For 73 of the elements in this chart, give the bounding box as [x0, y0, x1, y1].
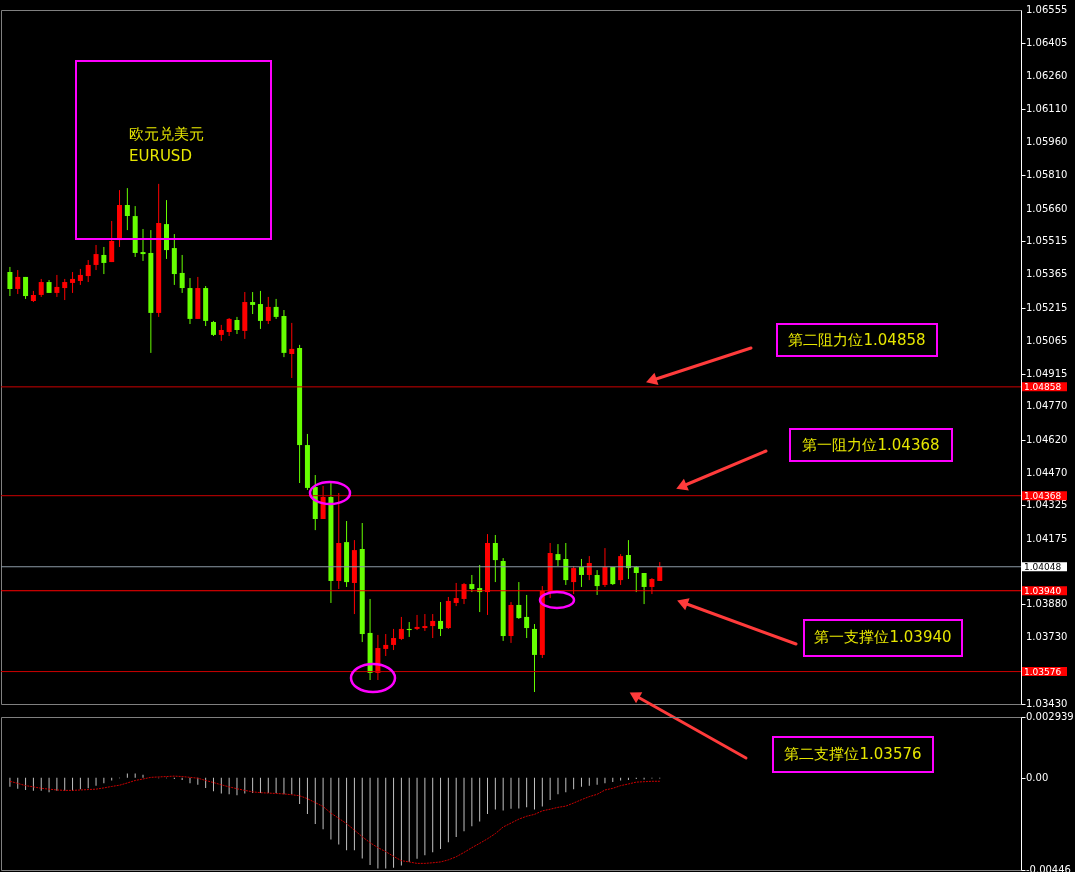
candlestick	[555, 543, 561, 567]
candlestick	[586, 555, 592, 581]
candlestick	[109, 220, 115, 263]
y-tick-label: 1.06555	[1026, 4, 1068, 15]
line-series	[9, 775, 661, 864]
candlestick	[383, 633, 389, 657]
y-tick-label: 1.03880	[1026, 598, 1068, 610]
candlestick	[85, 259, 91, 283]
y-tick-label: 1.06405	[1026, 37, 1068, 49]
ref-line-label: 1.04368	[1024, 490, 1062, 501]
y-tick-label: 1.05365	[1026, 268, 1068, 280]
candlestick	[438, 601, 444, 637]
candlestick	[273, 298, 279, 320]
candlestick	[594, 569, 600, 596]
y-tick-label: 1.05065	[1026, 334, 1068, 346]
candlestick	[524, 594, 530, 639]
candlestick	[101, 246, 107, 275]
candlestick	[618, 553, 624, 586]
candlestick	[578, 558, 584, 588]
y-tick-label: 1.06260	[1026, 69, 1068, 81]
candlestick	[563, 542, 569, 586]
y-tick-label: 1.05515	[1026, 234, 1068, 246]
candlestick	[641, 572, 647, 605]
y-tick-label: 1.04175	[1026, 532, 1068, 544]
ref-line-label: 1.04048	[1024, 561, 1062, 572]
candlestick	[124, 187, 130, 231]
y-tick-label: 1.04915	[1026, 368, 1068, 380]
y-tick-label: 1.04770	[1026, 400, 1068, 412]
candlestick	[70, 271, 76, 294]
candlestick	[179, 254, 185, 294]
annotation: EURUSD	[129, 147, 192, 165]
candlestick	[54, 274, 60, 298]
y-tick-label: 1.04470	[1026, 467, 1068, 479]
annotation: 第二支撑位1.03576	[784, 745, 922, 763]
candlestick	[265, 296, 271, 325]
candlestick	[289, 322, 295, 379]
candlestick	[625, 539, 631, 580]
y-tick-label: 1.06110	[1026, 102, 1068, 114]
candlestick	[602, 547, 608, 588]
y-tick-label: 1.04620	[1026, 433, 1068, 445]
y-tick-label: 1.05215	[1026, 301, 1068, 313]
candlestick	[657, 561, 663, 582]
annotation: 第一支撑位1.03940	[814, 628, 952, 646]
y-tick-label: 1.05960	[1026, 136, 1068, 148]
candlestick	[15, 269, 21, 295]
y-tick-label: 1.05810	[1026, 169, 1068, 181]
candlestick	[516, 581, 522, 620]
candlestick	[430, 613, 436, 639]
candlestick	[422, 613, 428, 632]
y-tick-label: 1.05660	[1026, 202, 1068, 214]
candlestick	[62, 278, 68, 301]
y-tick-label: 1.03730	[1026, 631, 1068, 643]
candlestick	[398, 616, 404, 641]
candlestick	[140, 228, 146, 262]
ref-line-label: 1.03576	[1024, 666, 1062, 677]
candlestick	[257, 290, 263, 330]
annotation: 第二阻力位1.04858	[788, 331, 926, 349]
candlestick	[469, 574, 475, 593]
candlestick	[633, 565, 639, 593]
candlestick	[250, 291, 256, 315]
y-tick-label: 1.04325	[1026, 499, 1068, 511]
y-tick-label: 0.002939	[1026, 711, 1074, 722]
candlestick	[7, 266, 13, 297]
annotation: 欧元兑美元	[129, 125, 204, 143]
ref-line-label: 1.04858	[1024, 381, 1062, 392]
candlestick	[391, 628, 397, 651]
candlestick	[414, 614, 420, 631]
y-tick-label: 0.00	[1026, 771, 1049, 783]
candlestick	[492, 534, 498, 583]
ref-line-label: 1.03940	[1024, 585, 1062, 596]
annotation: 第一阻力位1.04368	[802, 436, 940, 454]
candlestick	[93, 244, 99, 271]
y-tick-label: 1.03430	[1026, 698, 1068, 709]
